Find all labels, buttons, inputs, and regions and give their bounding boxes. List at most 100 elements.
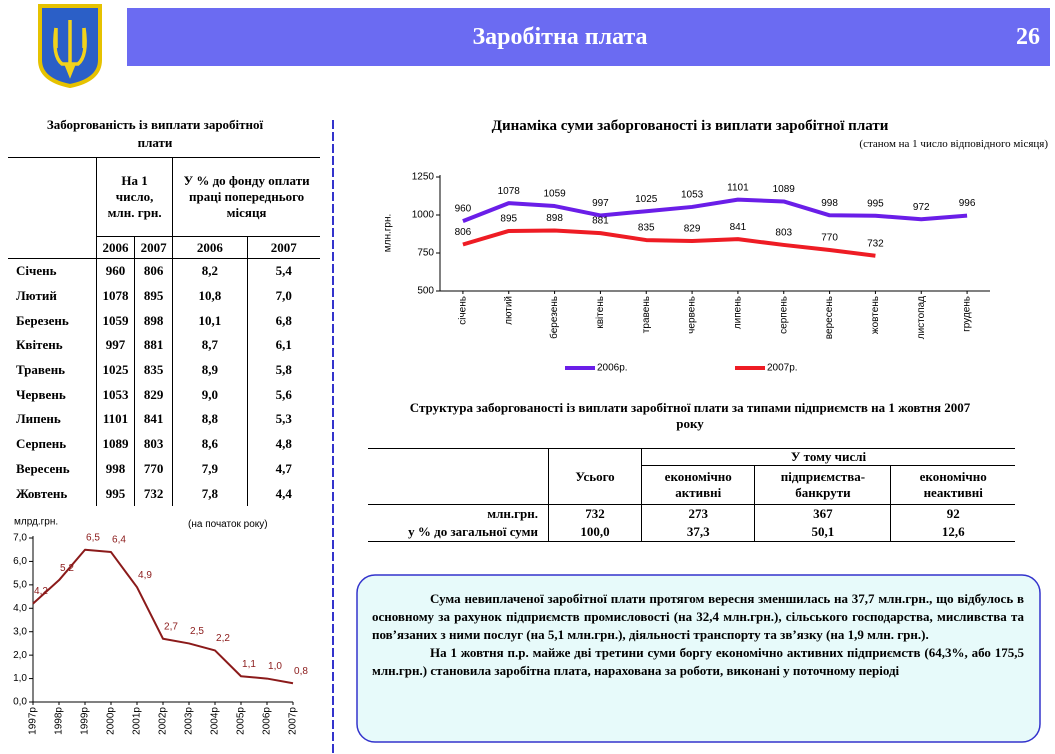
header-row: економічно активні підприємства-банкрути е…	[368, 465, 1015, 505]
x-tick-label: лютий	[503, 296, 514, 325]
x-tick-label: 1998р	[54, 707, 65, 735]
chart-subtitle: (станом на 1 число відповідного місяця)	[859, 138, 1048, 150]
value-cell: 8,8	[172, 407, 247, 432]
y-tick-label: 3,0	[13, 626, 27, 637]
value-cell: 1059	[95, 308, 135, 334]
value-cell: 5,6	[246, 382, 320, 408]
y-tick-label: 5,0	[13, 579, 27, 590]
value-cell: 6,1	[246, 333, 320, 358]
data-label: 1,1	[242, 659, 256, 670]
emblem	[38, 4, 102, 89]
value-cell: 7,0	[246, 283, 320, 309]
header-cell	[8, 157, 97, 259]
value-cell: 997	[95, 333, 135, 358]
year-row: 2006 2007 2006 2007	[8, 236, 320, 259]
data-label: 1025	[635, 194, 658, 205]
header-cell: На 1 число, млн. грн.	[95, 157, 173, 237]
header-row: Усього У тому числі	[368, 448, 1015, 505]
data-label: 881	[592, 216, 609, 227]
year-cell: 2007	[246, 236, 320, 259]
row-label: Січень	[16, 263, 57, 279]
row-label: Жовтень	[16, 485, 68, 501]
data-label: 2,5	[190, 626, 204, 637]
y-tick-label: 4,0	[13, 603, 27, 614]
value-cell: 1053	[95, 382, 135, 408]
x-tick-label: 2005р	[236, 707, 247, 735]
data-row: Жовтень 995 732 7,8 4,4	[8, 481, 320, 506]
data-label: 841	[730, 222, 747, 233]
chart-note: (на початок року)	[188, 519, 268, 530]
data-label: 4,9	[138, 570, 152, 581]
value-cell: 1089	[95, 431, 135, 457]
x-tick-label: 2002р	[158, 707, 169, 735]
x-tick-label: червень	[687, 296, 698, 334]
value-cell: 9,0	[172, 382, 247, 408]
value-cell: 4,8	[246, 431, 320, 457]
value-cell: 8,6	[172, 431, 247, 457]
value-cell: 960	[95, 258, 135, 284]
year-cell: 2007	[134, 236, 173, 259]
data-row: Червень 1053 829 9,0 5,6	[8, 382, 320, 408]
value-cell: 881	[134, 333, 173, 358]
x-tick-label: жовтень	[870, 296, 881, 334]
y-tick-label: 1250	[412, 172, 435, 183]
value-cell: 1025	[95, 357, 135, 383]
data-row: Вересень 998 770 7,9 4,7	[8, 456, 320, 482]
year-cell: 2006	[95, 236, 135, 259]
value-cell: 5,4	[246, 258, 320, 284]
row-label: Липень	[16, 411, 61, 427]
y-tick-label: 6,0	[13, 556, 27, 567]
data-label: 960	[455, 204, 472, 215]
header-bar	[127, 8, 1050, 66]
value-cell: 806	[134, 258, 173, 284]
x-tick-label: квітень	[595, 296, 606, 329]
data-label: 995	[867, 198, 884, 209]
chart-title: Динаміка суми заборгованості із виплати …	[491, 118, 889, 134]
data-label: 835	[638, 223, 655, 234]
y-tick-label: 0,0	[13, 697, 27, 708]
row-label: Лютий	[16, 288, 57, 304]
value-cell: 898	[134, 308, 173, 334]
row-label: у % до загальної суми	[368, 523, 549, 542]
header-row: На 1 число, млн. грн. У % до фонду оплати…	[8, 157, 320, 259]
value-cell: 7,8	[172, 481, 247, 506]
value-cell: 12,6	[890, 523, 1015, 542]
note-box	[356, 574, 1041, 743]
data-row: Лютий 1078 895 10,8 7,0	[8, 283, 320, 309]
row-label: Серпень	[16, 436, 67, 452]
data-label: 2,7	[164, 621, 178, 632]
data-row: Липень 1101 841 8,8 5,3	[8, 407, 320, 432]
header-cell: У тому числі	[641, 448, 1015, 466]
x-tick-label: 1997р	[28, 707, 39, 735]
value-cell: 273	[640, 504, 756, 523]
y-tick-label: 7,0	[13, 533, 27, 544]
page-number: 26	[1016, 24, 1040, 50]
x-tick-label: 1999р	[80, 707, 91, 735]
row-label: Червень	[16, 386, 66, 402]
arrears-table: На 1 число, млн. грн. У % до фонду оплати…	[8, 157, 320, 506]
structure-table: Усього У тому числі економічно активні підп…	[368, 448, 1015, 542]
data-label: 1078	[498, 186, 521, 197]
value-cell: 1101	[95, 407, 135, 432]
x-tick-label: грудень	[962, 296, 973, 332]
paragraph: На 1 жовтня п.р. майже дві третини суми …	[372, 645, 1024, 678]
value-cell: 4,7	[246, 456, 320, 482]
value-cell: 100,0	[548, 523, 642, 542]
row-label: Березень	[16, 312, 69, 328]
value-cell: 8,2	[172, 258, 247, 284]
value-cell: 37,3	[640, 523, 756, 542]
data-label: 770	[821, 233, 838, 244]
y-tick-label: 1,0	[13, 673, 27, 684]
y-tick-label: 2,0	[13, 650, 27, 661]
x-tick-label: 2000р	[106, 707, 117, 735]
value-cell: 7,9	[172, 456, 247, 482]
data-label: 898	[546, 213, 563, 224]
data-row: Січень 960 806 8,2 5,4	[8, 258, 320, 284]
x-tick-label: березень	[548, 296, 560, 339]
value-cell: 895	[134, 283, 173, 309]
table-title: Заборгованість із виплати заробітної пла…	[46, 117, 264, 150]
data-label: 2,2	[216, 633, 230, 644]
x-tick-label: липень	[733, 296, 744, 329]
value-cell: 1078	[95, 283, 135, 309]
